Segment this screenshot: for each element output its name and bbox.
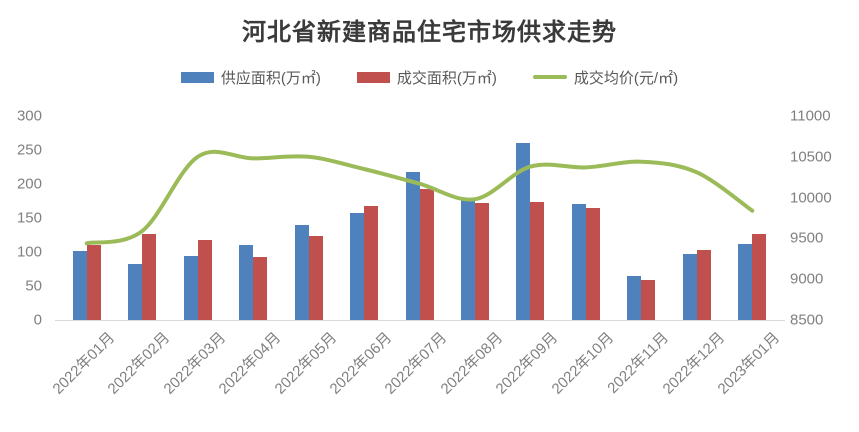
bar-sold-area — [197, 240, 212, 320]
legend-item-avg-price: 成交均价(元/㎡) — [532, 67, 679, 88]
right-axis-tick-label: 8500 — [790, 311, 824, 329]
bar-sold-area — [142, 233, 157, 320]
bar-supply-area — [128, 264, 143, 320]
bar-sold-area — [752, 234, 767, 320]
bar-supply-area — [350, 212, 365, 320]
left-axis-tick-label: 150 — [16, 209, 42, 227]
legend-item-supply-area: 供应面积(万㎡) — [180, 67, 321, 88]
bar-sold-area — [308, 236, 323, 320]
bar-supply-area — [294, 224, 309, 320]
right-axis-tick-label: 9000 — [790, 270, 824, 288]
legend-swatch-sold-icon — [356, 71, 390, 83]
legend-swatch-price-line-icon — [532, 75, 567, 79]
right-axis-tick-label: 10000 — [790, 189, 832, 207]
bar-supply-area — [405, 171, 420, 320]
legend-label-supply: 供应面积(万㎡) — [220, 69, 321, 87]
bar-sold-area — [696, 249, 711, 320]
left-axis-tick-label: 200 — [16, 175, 42, 193]
chart-title: 河北省新建商品住宅市场供求走势 — [242, 19, 617, 46]
bar-sold-area — [474, 203, 489, 320]
bar-supply-area — [239, 244, 254, 320]
bar-supply-area — [516, 143, 531, 320]
bar-sold-area — [585, 207, 600, 320]
bar-supply-area — [460, 200, 475, 320]
bar-sold-area — [86, 245, 101, 320]
bar-sold-area — [253, 257, 268, 320]
bar-supply-area — [682, 254, 697, 320]
bar-supply-area — [738, 243, 753, 320]
legend-label-price: 成交均价(元/㎡) — [573, 69, 679, 87]
left-axis-tick-label: 250 — [16, 141, 42, 159]
right-axis-tick-label: 11000 — [790, 107, 831, 125]
x-axis-line — [55, 320, 785, 321]
legend-swatch-supply-icon — [180, 71, 214, 83]
right-axis-tick-label: 10500 — [790, 148, 832, 166]
legend-item-sold-area: 成交面积(万㎡) — [356, 67, 497, 88]
bar-supply-area — [571, 203, 586, 320]
bar-sold-area — [364, 206, 379, 320]
left-axis-tick-label: 100 — [16, 243, 42, 261]
bar-sold-area — [641, 279, 656, 320]
legend-label-sold: 成交面积(万㎡) — [396, 69, 497, 87]
bar-supply-area — [72, 250, 87, 320]
left-axis-tick-label: 50 — [25, 277, 42, 295]
left-axis-tick-label: 300 — [16, 107, 42, 125]
right-axis-tick-label: 9500 — [790, 229, 824, 247]
bar-sold-area — [419, 189, 434, 320]
bar-supply-area — [183, 256, 198, 320]
legend: 供应面积(万㎡) 成交面积(万㎡) 成交均价(元/㎡) — [0, 64, 859, 90]
left-axis-tick-label: 0 — [33, 311, 42, 329]
bar-supply-area — [627, 275, 642, 320]
bar-sold-area — [530, 201, 545, 320]
